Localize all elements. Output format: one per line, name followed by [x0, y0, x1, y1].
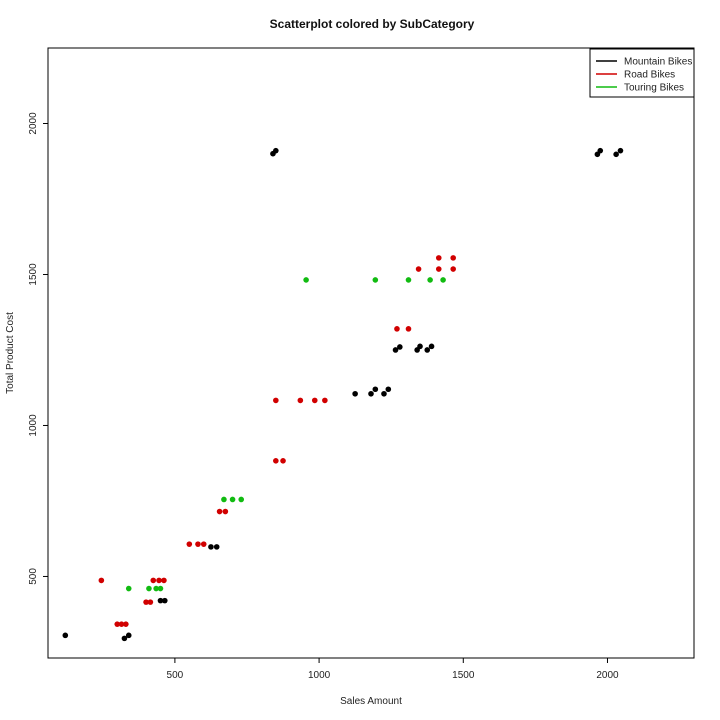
data-point	[62, 632, 69, 639]
data-point	[352, 390, 358, 397]
data-point	[440, 277, 446, 283]
y-axis: 500 1000 1500 2000	[28, 112, 48, 585]
data-point	[213, 544, 220, 550]
data-point	[98, 577, 105, 584]
series-road-bikes	[98, 255, 456, 627]
data-point	[428, 343, 435, 350]
plot-frame	[47, 47, 695, 659]
legend-label: Road Bikes	[624, 70, 675, 81]
y-tick-label: 2000	[28, 112, 39, 135]
series-mountain-bikes	[62, 147, 624, 642]
data-point	[222, 508, 229, 515]
series-touring-bikes	[125, 277, 446, 592]
data-point	[368, 390, 374, 397]
data-point	[121, 635, 128, 642]
x-tick-label: 1000	[308, 670, 331, 681]
data-point	[216, 508, 223, 515]
data-point	[186, 541, 193, 547]
data-point	[613, 151, 619, 158]
data-point	[143, 599, 149, 605]
legend-box	[589, 48, 695, 98]
data-point	[273, 147, 279, 154]
data-point	[297, 397, 304, 404]
legend: Mountain Bikes Road Bikes Touring Bikes	[589, 48, 695, 98]
points-layer	[62, 147, 624, 642]
data-point	[303, 277, 309, 283]
data-point	[381, 390, 387, 397]
data-point	[200, 541, 207, 547]
data-point	[157, 585, 164, 592]
data-point	[114, 621, 121, 627]
data-point	[157, 597, 164, 604]
data-point	[372, 277, 379, 283]
data-point	[208, 544, 214, 550]
data-point	[123, 621, 129, 627]
data-point	[221, 496, 227, 503]
data-point	[125, 585, 132, 592]
data-point	[424, 347, 431, 353]
x-tick-label: 2000	[596, 670, 619, 681]
data-point	[146, 585, 152, 592]
data-point	[147, 599, 154, 605]
legend-items: Mountain Bikes Road Bikes Touring Bikes	[596, 57, 692, 94]
data-point	[385, 386, 392, 393]
data-point	[280, 458, 286, 464]
data-point	[161, 577, 167, 584]
data-point	[394, 326, 400, 332]
data-point	[195, 541, 201, 547]
data-point	[405, 326, 412, 332]
data-point	[150, 577, 157, 584]
data-point	[311, 397, 318, 404]
data-point	[435, 266, 442, 272]
data-point	[435, 255, 442, 261]
data-point	[597, 147, 604, 154]
data-point	[153, 585, 159, 592]
y-tick-label: 1000	[28, 414, 39, 437]
data-point	[405, 277, 412, 283]
data-point	[161, 597, 168, 604]
data-point	[125, 632, 132, 639]
y-axis-label: Total Product Cost	[5, 312, 16, 394]
x-tick-label: 1500	[452, 670, 475, 681]
data-point	[417, 343, 423, 350]
y-tick-label: 1500	[28, 263, 39, 286]
data-point	[322, 397, 328, 404]
data-point	[397, 344, 403, 350]
data-point	[156, 577, 162, 584]
data-point	[450, 255, 456, 261]
data-point	[450, 266, 456, 272]
x-axis: 500 1000 1500 2000	[167, 658, 619, 681]
chart-title: Scatterplot colored by SubCategory	[270, 17, 475, 31]
x-tick-label: 500	[167, 670, 184, 681]
data-point	[372, 386, 379, 393]
y-tick-label: 500	[28, 568, 39, 585]
data-point	[392, 347, 399, 353]
data-point	[118, 621, 125, 627]
data-point	[427, 277, 433, 283]
legend-label: Mountain Bikes	[624, 57, 692, 68]
data-point	[415, 266, 422, 272]
x-axis-label: Sales Amount	[340, 696, 402, 707]
legend-label: Touring Bikes	[624, 83, 684, 94]
data-point	[273, 458, 279, 464]
data-point	[229, 496, 236, 503]
data-point	[617, 147, 624, 154]
data-point	[238, 496, 245, 503]
data-point	[273, 397, 279, 404]
